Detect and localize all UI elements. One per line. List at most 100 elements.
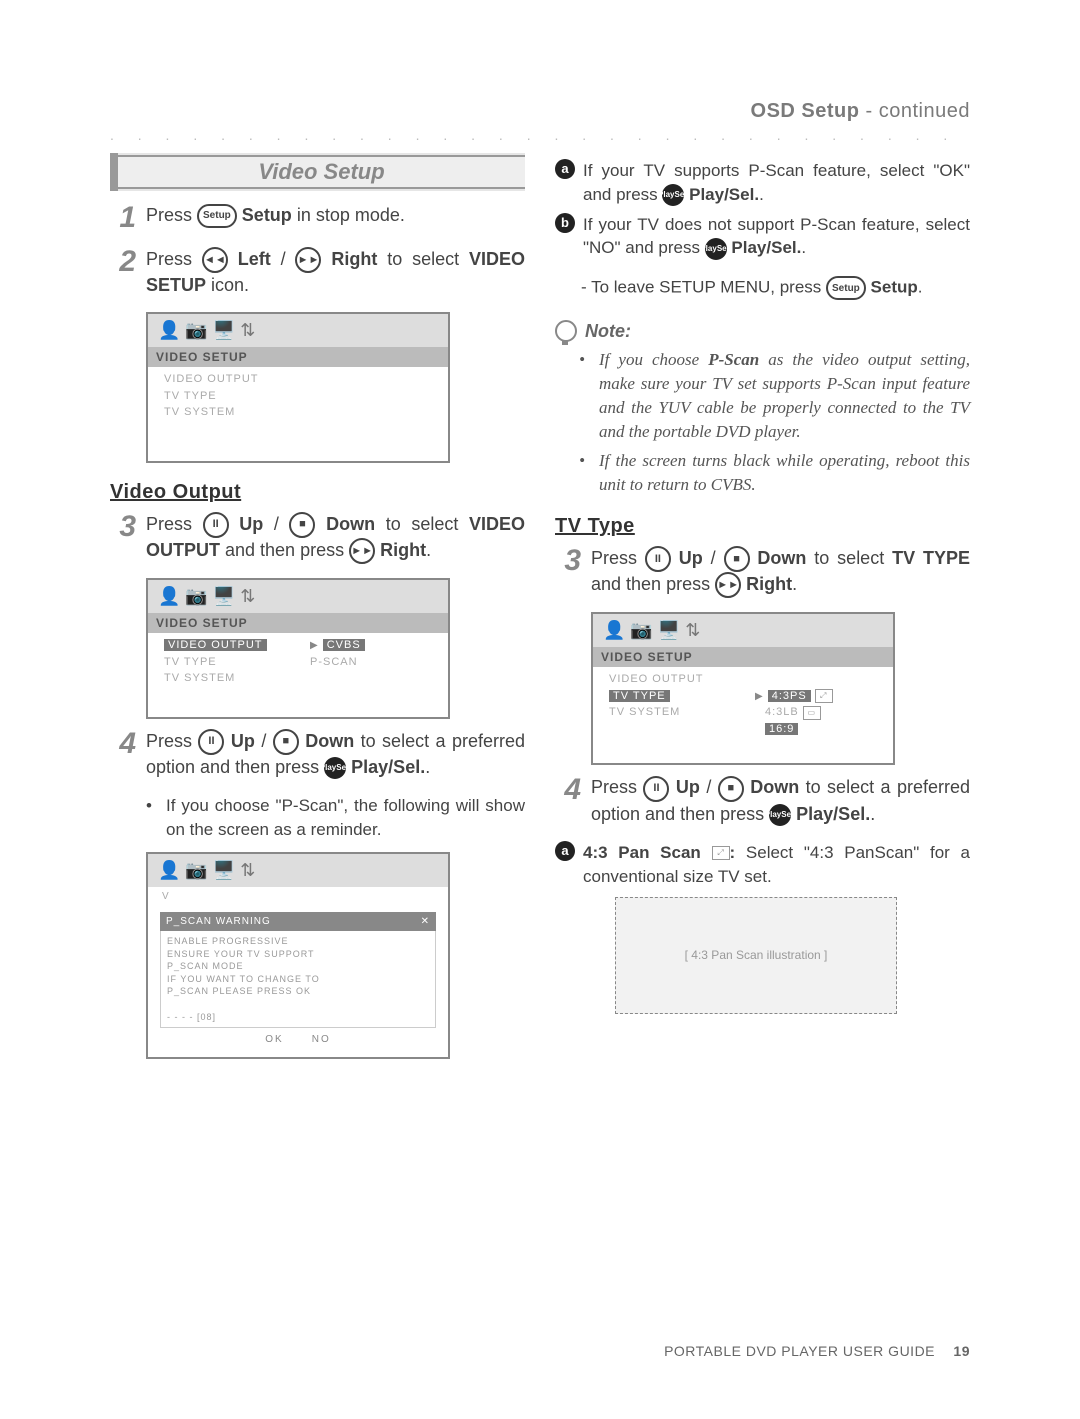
step-text: Press Setup Setup in stop mode. xyxy=(146,203,525,233)
osd-option: 4:3PS xyxy=(768,690,811,702)
note-text: If the screen turns black while operatin… xyxy=(599,449,970,497)
para-a: a If your TV supports P-Scan feature, se… xyxy=(555,159,970,207)
step-number: 4 xyxy=(110,729,136,780)
step-text: Press II Up / ■ Down to select a preferr… xyxy=(146,729,525,780)
setup-button-icon: Setup xyxy=(197,204,237,228)
step-number: 3 xyxy=(110,512,136,565)
osd-icons: 👤 📷 🖥️ ⇅ xyxy=(148,580,448,613)
step-text: Press II Up / ■ Down to select a preferr… xyxy=(591,775,970,826)
page-number: 19 xyxy=(953,1343,970,1359)
t: and then press xyxy=(220,540,349,560)
step-text: Press II Up / ■ Down to select TV TYPE a… xyxy=(591,546,970,599)
pwarn-title: P_SCAN WARNING xyxy=(166,914,271,929)
para-b: b If your TV does not support P-Scan fea… xyxy=(555,213,970,261)
osd-screenshot-1: 👤 📷 🖥️ ⇅ VIDEO SETUP VIDEO OUTPUT TV TYP… xyxy=(146,312,450,463)
t: Down xyxy=(315,514,375,534)
footer-text: PORTABLE DVD PLAYER USER GUIDE xyxy=(664,1343,935,1359)
t: Down xyxy=(299,731,354,751)
osd-warning: V P_SCAN WARNING✕ ENABLE PROGRESSIVE ENS… xyxy=(148,887,448,1051)
pwarn-line: ENABLE PROGRESSIVE xyxy=(167,935,429,948)
osd-icons: 👤 📷 🖥️ ⇅ xyxy=(148,314,448,347)
osd-screenshot-3: 👤 📷 🖥️ ⇅ V P_SCAN WARNING✕ ENABLE PROGRE… xyxy=(146,852,450,1059)
playsel-button-icon: PlaySel. xyxy=(662,184,684,206)
section-tab-label: Video Setup xyxy=(118,155,525,189)
osd-option: P-SCAN xyxy=(304,654,358,671)
panscan-icon: ⤢ xyxy=(712,846,730,860)
leave-line: - To leave SETUP MENU, press Setup Setup… xyxy=(581,276,970,300)
step-number: 1 xyxy=(110,203,136,233)
note-heading: Note: xyxy=(555,320,970,342)
down-button-icon: ■ xyxy=(718,776,744,802)
osd-title: VIDEO SETUP xyxy=(148,613,448,633)
t: Setup xyxy=(237,205,292,225)
osd-item: TV TYPE xyxy=(164,654,304,671)
right-column: a If your TV supports P-Scan feature, se… xyxy=(555,153,970,1069)
t: / xyxy=(271,249,296,269)
pwarn-buttons: OK NO xyxy=(160,1028,436,1051)
playsel-button-icon: PlaySel. xyxy=(705,238,727,260)
osd-item: VIDEO OUTPUT xyxy=(164,371,438,388)
osd-option: CVBS xyxy=(323,639,365,651)
pwarn-no: NO xyxy=(312,1034,331,1045)
note-label: Note: xyxy=(585,321,631,342)
t: . xyxy=(426,540,431,560)
setup-button-icon: Setup xyxy=(826,276,866,300)
osd-item: VIDEO OUTPUT xyxy=(609,671,883,688)
step-2: 2 Press ◄◄ Left / ►► Right to select VID… xyxy=(110,247,525,298)
playsel-button-icon: PlaySel. xyxy=(324,757,346,779)
t: Press xyxy=(146,205,197,225)
pwarn-line: P_SCAN MODE xyxy=(167,960,429,973)
t: . xyxy=(425,757,430,777)
note-text: If you choose P-Scan as the video output… xyxy=(599,348,970,443)
t: Press xyxy=(146,514,203,534)
note-item: • If the screen turns black while operat… xyxy=(579,449,970,497)
note-item: • If you choose P-Scan as the video outp… xyxy=(579,348,970,443)
playsel-button-icon: PlaySel. xyxy=(769,804,791,826)
pwarn-ok: OK xyxy=(265,1034,283,1045)
up-button-icon: II xyxy=(643,776,669,802)
bulb-icon xyxy=(555,320,577,342)
pwarn-line: P_SCAN PLEASE PRESS OK xyxy=(167,985,429,998)
osd-icons: 👤 📷 🖥️ ⇅ xyxy=(593,614,893,647)
t: Up xyxy=(229,514,264,534)
osd-title: VIDEO SETUP xyxy=(148,347,448,367)
pwarn-line: ENSURE YOUR TV SUPPORT xyxy=(167,948,429,961)
step-4: 4 Press II Up / ■ Down to select a prefe… xyxy=(110,729,525,780)
osd-item-selected: VIDEO OUTPUT xyxy=(164,639,267,651)
pwarn-body: ENABLE PROGRESSIVE ENSURE YOUR TV SUPPOR… xyxy=(160,931,436,1028)
t: Right xyxy=(321,249,377,269)
osd-option: 16:9 xyxy=(765,723,798,735)
bullet: • If you choose "P-Scan", the following … xyxy=(146,794,525,842)
t: Press xyxy=(146,731,198,751)
up-button-icon: II xyxy=(203,512,229,538)
osd-item-selected: TV TYPE xyxy=(609,690,670,702)
t: Press xyxy=(146,249,202,269)
left-column: Video Setup 1 Press Setup Setup in stop … xyxy=(110,153,525,1069)
para-text: If your TV supports P-Scan feature, sele… xyxy=(583,159,970,207)
step-number: 3 xyxy=(555,546,581,599)
t: Play/Sel. xyxy=(351,757,425,777)
down-button-icon: ■ xyxy=(724,546,750,572)
letter-badge-a: a xyxy=(555,841,575,861)
step-1: 1 Press Setup Setup in stop mode. xyxy=(110,203,525,233)
osd-item: TV TYPE xyxy=(164,388,438,405)
para-ra: a 4:3 Pan Scan ⤢: Select "4:3 PanScan" f… xyxy=(555,841,970,889)
osd-menu: VIDEO OUTPUT TV TYPE TV SYSTEM xyxy=(148,367,448,461)
osd-option: 4:3LB xyxy=(755,706,799,718)
bullet-text: If you choose "P-Scan", the following wi… xyxy=(166,794,525,842)
osd-item: TV SYSTEM xyxy=(164,404,438,421)
osd-icons: 👤 📷 🖥️ ⇅ xyxy=(148,854,448,887)
step-text: Press II Up / ■ Down to select VIDEO OUT… xyxy=(146,512,525,565)
t: Left xyxy=(228,249,271,269)
t: icon. xyxy=(206,275,249,295)
down-button-icon: ■ xyxy=(289,512,315,538)
osd-menu: VIDEO OUTPUT TV TYPE▶4:3PS ⤢ TV SYSTEM4:… xyxy=(593,667,893,763)
right-button-icon: ►► xyxy=(295,247,321,273)
step-text: Press ◄◄ Left / ►► Right to select VIDEO… xyxy=(146,247,525,298)
manual-page: OSD Setup - continued . . . . . . . . . … xyxy=(0,0,1080,1419)
step-3: 3 Press II Up / ■ Down to select VIDEO O… xyxy=(110,512,525,565)
step-4r: 4 Press II Up / ■ Down to select a prefe… xyxy=(555,775,970,826)
letter-badge-a: a xyxy=(555,159,575,179)
osd-item: TV SYSTEM xyxy=(164,670,438,687)
subheading-video-output: Video Output xyxy=(110,481,525,504)
